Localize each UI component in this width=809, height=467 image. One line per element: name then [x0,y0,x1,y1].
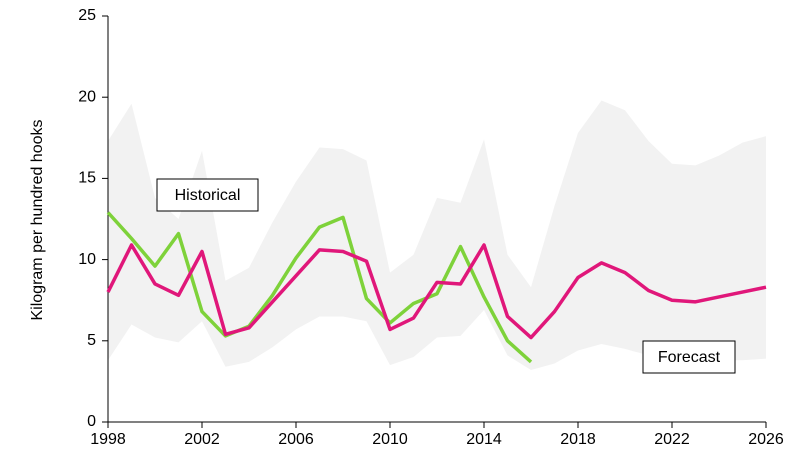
x-tick-label: 2002 [184,431,220,448]
y-tick-label: 15 [78,170,96,187]
y-tick-label: 20 [78,88,96,105]
annotation: Forecast [658,349,721,366]
x-tick-label: 2014 [466,431,502,448]
x-tick-label: 2010 [372,431,408,448]
y-tick-label: 25 [78,7,96,24]
annotation-box [156,178,259,212]
uncertainty-band [108,100,766,371]
series-line [106,211,533,364]
x-tick-label: 2022 [654,431,690,448]
y-axis-label: Kilogram per hundred hooks [29,119,46,320]
x-tick-label: 2018 [560,431,596,448]
x-tick-label: 2006 [278,431,314,448]
y-tick-label: 0 [87,413,96,430]
annotation-box [642,340,736,374]
y-tick-label: 5 [87,332,96,349]
annotation: Historical [175,187,241,204]
x-tick-label: 1998 [90,431,126,448]
series-line [106,243,767,340]
x-tick-label: 2026 [748,431,784,448]
y-tick-label: 10 [78,251,96,268]
